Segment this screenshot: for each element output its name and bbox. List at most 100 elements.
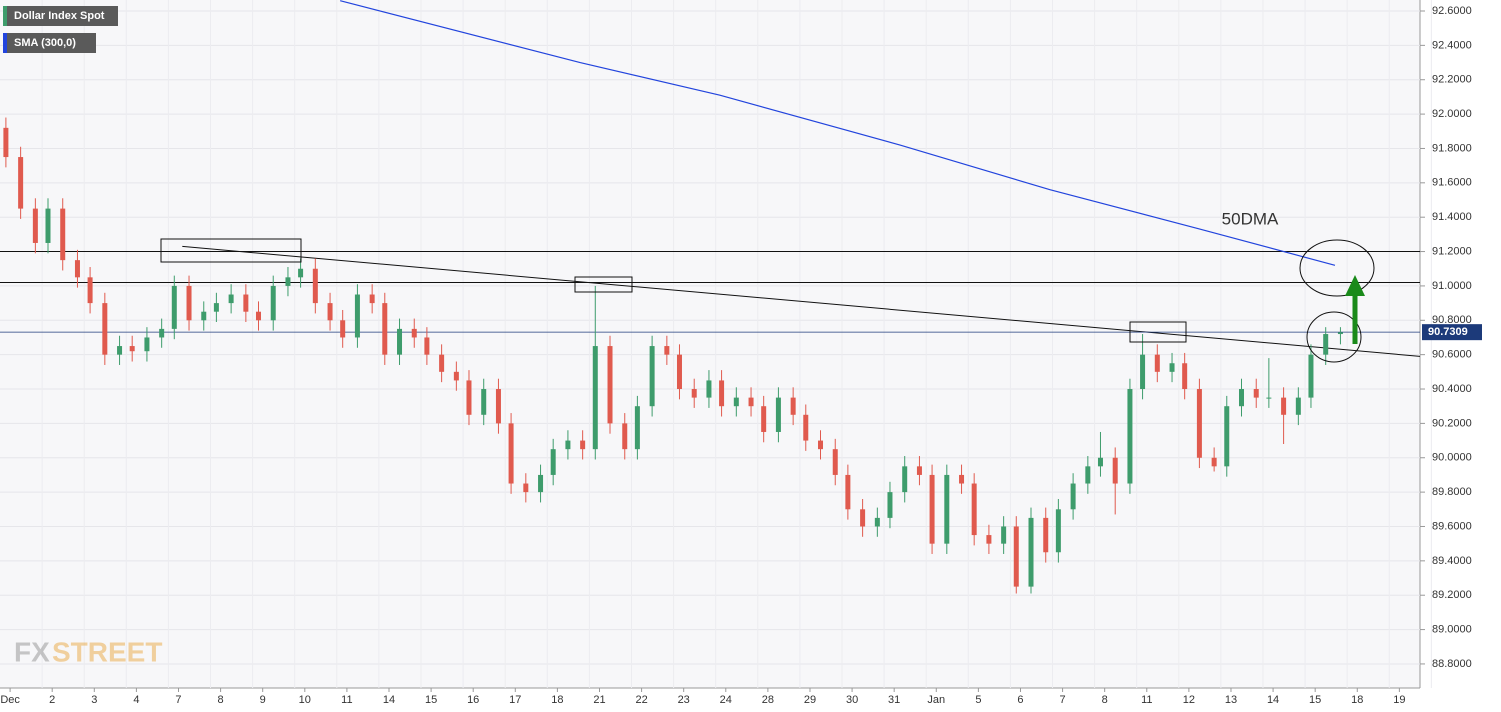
x-tick-label: 13 [1225, 694, 1237, 706]
annotation-label: 50DMA [1222, 209, 1279, 228]
candle-body [1323, 334, 1329, 355]
candle-body [1140, 354, 1146, 390]
candle-body [538, 474, 544, 493]
x-tick-label: 8 [218, 694, 224, 706]
candle-body [1295, 397, 1301, 415]
candle-body [424, 337, 430, 355]
candle-body [860, 509, 866, 527]
candle-body [1085, 466, 1091, 484]
candle-body [312, 268, 318, 304]
y-tick-label: 89.4000 [1432, 555, 1472, 567]
x-tick-label: 10 [299, 694, 311, 706]
candle-body [129, 346, 135, 352]
price-tag: 90.7309 [1422, 324, 1482, 341]
x-tick-label: 19 [1393, 694, 1405, 706]
x-tick-label: 14 [383, 694, 395, 706]
candle-body [733, 397, 739, 407]
candle-body [887, 492, 893, 518]
y-tick-label: 91.4000 [1432, 211, 1472, 223]
candle-body [1013, 526, 1019, 587]
candle-body [565, 440, 571, 450]
candle-body [1266, 397, 1272, 399]
candle-body [285, 277, 291, 286]
y-tick-label: 89.2000 [1432, 589, 1472, 601]
candle-body [1127, 389, 1133, 484]
x-tick-label: 29 [804, 694, 816, 706]
y-tick-label: 90.8000 [1432, 314, 1472, 326]
candle-body [1196, 389, 1202, 458]
x-tick-label: 18 [551, 694, 563, 706]
candle-body [466, 380, 472, 415]
x-tick-label: 3 [91, 694, 97, 706]
watermark-text: FX [14, 636, 50, 667]
x-tick-label: 12 [1183, 694, 1195, 706]
x-tick-label: 6 [1017, 694, 1023, 706]
candle-body [929, 474, 935, 544]
candle-body [1154, 354, 1160, 372]
x-tick-label: 11 [341, 694, 352, 706]
legend-swatch [3, 33, 7, 53]
candle-body [397, 328, 403, 355]
candle-body [845, 474, 851, 510]
candle-body [1281, 397, 1287, 415]
candle-body [761, 406, 767, 432]
candle-body [159, 328, 165, 338]
candle-body [453, 371, 459, 381]
candle-body [201, 311, 207, 321]
candle-body [523, 483, 529, 493]
candle-body [832, 449, 838, 475]
candle-body [495, 389, 501, 424]
candle-body [1182, 363, 1188, 390]
candle-body [3, 127, 9, 158]
y-tick-label: 90.2000 [1432, 417, 1472, 429]
candle-body [1253, 389, 1259, 398]
candle-body [971, 483, 977, 536]
candle-body [45, 208, 51, 243]
legend-label: SMA (300,0) [14, 37, 76, 49]
candle-body [74, 260, 80, 278]
x-tick-label: Dec [0, 694, 20, 706]
y-tick-label: 92.4000 [1432, 39, 1472, 51]
candle-body [986, 535, 992, 544]
arrow-head [1345, 275, 1365, 296]
candle-body [213, 303, 219, 312]
candle-body [369, 294, 375, 304]
x-tick-label: 23 [678, 694, 690, 706]
x-tick-label: 11 [1141, 694, 1152, 706]
y-tick-label: 88.8000 [1432, 658, 1472, 670]
candle-body [1055, 509, 1061, 553]
candle-body [1337, 332, 1343, 335]
price-tag-label: 90.7309 [1428, 326, 1468, 338]
x-tick-label: Jan [927, 694, 945, 706]
candle-body [1028, 517, 1034, 587]
candle-body [270, 285, 276, 321]
watermark: FX STREET [14, 636, 162, 667]
candle-body [1112, 457, 1118, 484]
watermark-text: STREET [52, 636, 162, 667]
annotation-circle [1299, 239, 1375, 297]
x-tick-label: 15 [425, 694, 437, 706]
candle-body [186, 285, 192, 321]
candle-body [676, 354, 682, 390]
candle-body [550, 449, 556, 475]
candle-body [944, 474, 950, 544]
x-tick-label: 8 [1102, 694, 1108, 706]
candle-body [382, 303, 388, 355]
legend-box [3, 33, 96, 53]
candle-body [32, 208, 38, 243]
y-tick-label: 90.6000 [1432, 349, 1472, 361]
candle-body [1239, 389, 1245, 407]
candle-body [87, 277, 93, 304]
candle-body [874, 517, 880, 527]
x-tick-label: 9 [260, 694, 266, 706]
candle-body [144, 337, 150, 352]
candle-body [1043, 517, 1049, 553]
annotation-box [1129, 321, 1187, 343]
x-tick-label: 15 [1309, 694, 1321, 706]
candle-body [439, 354, 445, 372]
candle-body [508, 423, 514, 484]
candle-body [1169, 363, 1175, 372]
x-tick-label: 2 [49, 694, 55, 706]
candle-body [748, 397, 754, 407]
candle-body [607, 346, 613, 424]
